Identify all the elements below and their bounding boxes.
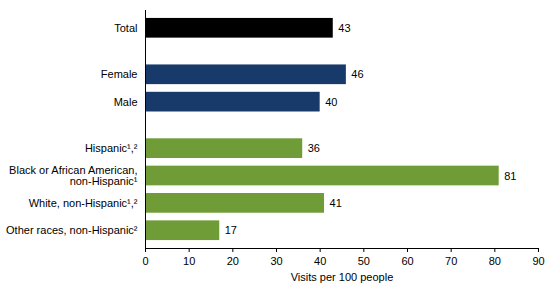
svg-text:46: 46 (351, 68, 363, 80)
svg-text:40: 40 (314, 255, 326, 267)
svg-text:81: 81 (504, 170, 516, 182)
svg-text:80: 80 (489, 255, 501, 267)
svg-text:60: 60 (401, 255, 413, 267)
svg-text:36: 36 (308, 142, 320, 154)
svg-text:41: 41 (330, 197, 342, 209)
svg-text:Other races, non-Hispanic²: Other races, non-Hispanic² (6, 224, 138, 236)
svg-text:White, non-Hispanic¹,²: White, non-Hispanic¹,² (29, 197, 138, 209)
svg-text:Hispanic¹,²: Hispanic¹,² (85, 142, 138, 154)
svg-text:10: 10 (183, 255, 195, 267)
svg-text:17: 17 (225, 224, 237, 236)
svg-text:Female: Female (101, 68, 138, 80)
svg-text:90: 90 (532, 255, 544, 267)
svg-text:70: 70 (445, 255, 457, 267)
svg-text:30: 30 (270, 255, 282, 267)
svg-text:50: 50 (358, 255, 370, 267)
svg-text:43: 43 (338, 22, 350, 34)
svg-text:Black or African American,non-: Black or African American,non-Hispanic¹ (9, 164, 138, 187)
svg-text:Total: Total (114, 22, 137, 34)
svg-text:40: 40 (325, 96, 337, 108)
svg-text:20: 20 (227, 255, 239, 267)
svg-text:Visits per 100 people: Visits per 100 people (291, 271, 394, 283)
svg-text:0: 0 (142, 255, 148, 267)
svg-text:Male: Male (114, 96, 138, 108)
